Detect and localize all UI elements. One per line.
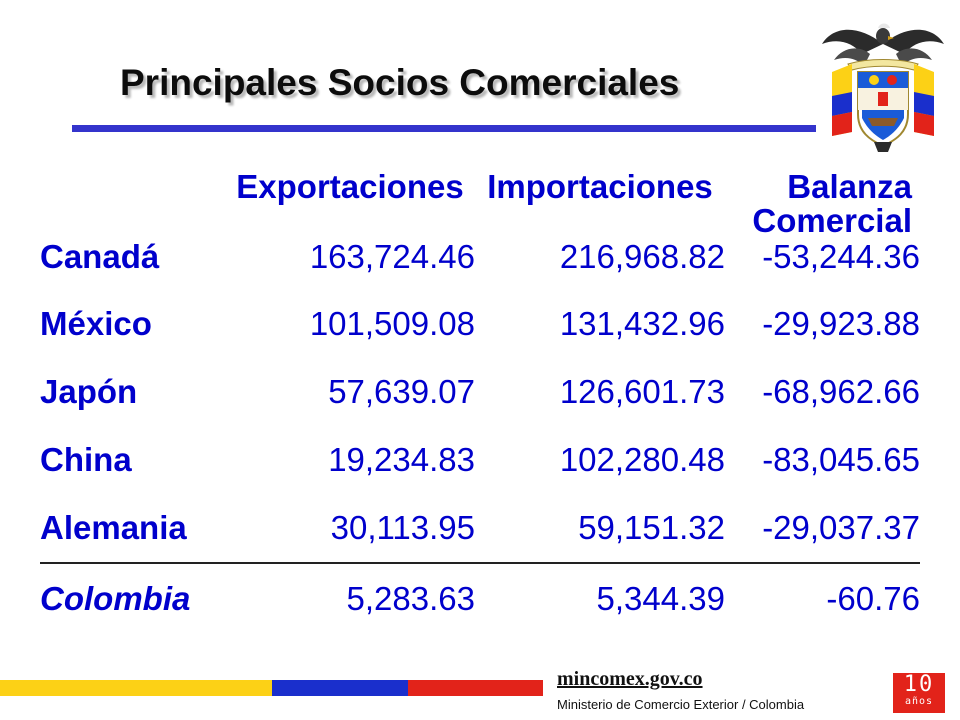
country-cell: China: [40, 441, 132, 478]
country-cell: México: [40, 305, 152, 342]
table-header-row: Exportaciones Importaciones Balanza Come…: [40, 170, 920, 238]
flag-stripe-red: [408, 680, 543, 696]
table-row: China 19,234.83 102,280.48 -83,045.65: [40, 426, 920, 494]
balanza-cell: -68,962.66: [762, 373, 920, 410]
balanza-cell: -29,923.88: [762, 305, 920, 342]
balanza-cell: -60.76: [826, 580, 920, 617]
exportaciones-cell: 5,283.63: [346, 580, 475, 617]
importaciones-cell: 216,968.82: [559, 238, 725, 275]
column-header-country: [40, 170, 225, 238]
country-cell: Alemania: [40, 494, 225, 564]
exportaciones-cell: 163,724.46: [309, 238, 475, 275]
country-cell: Japón: [40, 373, 138, 410]
table-row: México 101,509.08 131,432.96 -29,923.88: [40, 290, 920, 358]
importaciones-cell: 102,280.48: [559, 441, 725, 478]
table-row: Japón 57,639.07 126,601.73 -68,962.66: [40, 358, 920, 426]
exportaciones-cell: 30,113.95: [225, 494, 475, 564]
country-cell: Canadá: [40, 238, 160, 275]
colombia-coat-of-arms-icon: [822, 23, 944, 152]
footer-ministry-name: Ministerio de Comercio Exterior / Colomb…: [557, 697, 805, 712]
exportaciones-cell: 57,639.07: [328, 373, 475, 410]
importaciones-cell: 59,151.32: [475, 494, 725, 564]
column-header-importaciones: Importaciones: [487, 170, 713, 205]
balanza-cell: -53,244.36: [762, 238, 920, 275]
importaciones-cell: 126,601.73: [559, 373, 725, 410]
flag-color-bar: [0, 680, 543, 696]
importaciones-cell: 5,344.39: [596, 580, 725, 617]
title-underline: [72, 125, 816, 132]
page-title: Principales Socios Comerciales: [120, 62, 680, 103]
table-row-colombia: Colombia 5,283.63 5,344.39 -60.76: [40, 563, 920, 630]
balanza-cell: -83,045.65: [762, 441, 920, 478]
column-header-balanza: Balanza Comercial: [752, 170, 912, 238]
table-row: Canadá 163,724.46 216,968.82 -53,244.36: [40, 238, 920, 290]
flag-stripe-blue: [272, 680, 408, 696]
exportaciones-cell: 101,509.08: [309, 305, 475, 342]
trade-partners-table: Exportaciones Importaciones Balanza Come…: [40, 170, 920, 630]
footer-site-link[interactable]: mincomex.gov.co: [557, 668, 703, 690]
balanza-cell: -29,037.37: [725, 494, 920, 564]
badge-label: años: [904, 696, 934, 707]
flag-stripe-yellow: [0, 680, 272, 696]
badge-number: 10: [903, 672, 935, 697]
importaciones-cell: 131,432.96: [559, 305, 725, 342]
anniversary-badge: 10 años: [893, 673, 945, 713]
table-row: Alemania 30,113.95 59,151.32 -29,037.37: [40, 494, 920, 564]
exportaciones-cell: 19,234.83: [328, 441, 475, 478]
country-cell: Colombia: [40, 580, 191, 617]
column-header-exportaciones: Exportaciones: [236, 170, 464, 205]
